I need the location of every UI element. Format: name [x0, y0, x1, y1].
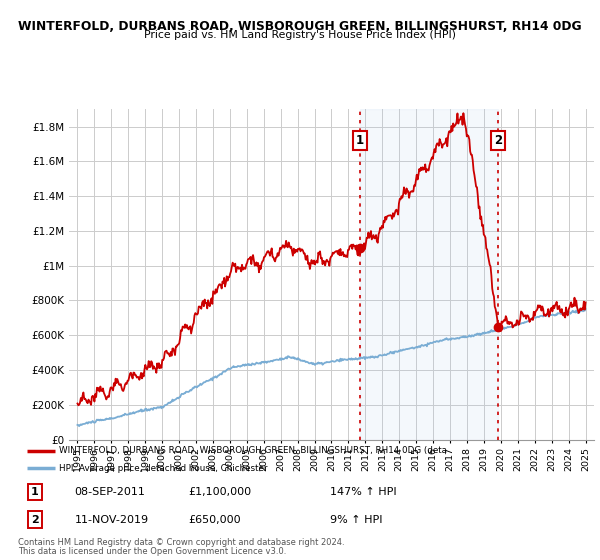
Text: Price paid vs. HM Land Registry's House Price Index (HPI): Price paid vs. HM Land Registry's House … [144, 30, 456, 40]
Text: 1: 1 [31, 487, 39, 497]
Text: 08-SEP-2011: 08-SEP-2011 [75, 487, 146, 497]
Text: 9% ↑ HPI: 9% ↑ HPI [330, 515, 382, 525]
Text: £1,100,000: £1,100,000 [188, 487, 251, 497]
Text: £650,000: £650,000 [188, 515, 241, 525]
Text: This data is licensed under the Open Government Licence v3.0.: This data is licensed under the Open Gov… [18, 547, 286, 556]
Text: 2: 2 [31, 515, 39, 525]
Text: 147% ↑ HPI: 147% ↑ HPI [330, 487, 397, 497]
Text: WINTERFOLD, DURBANS ROAD, WISBOROUGH GREEN, BILLINGSHURST, RH14 0DG (deta: WINTERFOLD, DURBANS ROAD, WISBOROUGH GRE… [59, 446, 447, 455]
Text: 2: 2 [494, 134, 503, 147]
Bar [360, 109, 499, 440]
Text: HPI: Average price, detached house, Chichester: HPI: Average price, detached house, Chic… [59, 464, 268, 473]
Text: 1: 1 [356, 134, 364, 147]
Text: Contains HM Land Registry data © Crown copyright and database right 2024.: Contains HM Land Registry data © Crown c… [18, 538, 344, 547]
Text: 11-NOV-2019: 11-NOV-2019 [75, 515, 149, 525]
Text: WINTERFOLD, DURBANS ROAD, WISBOROUGH GREEN, BILLINGSHURST, RH14 0DG: WINTERFOLD, DURBANS ROAD, WISBOROUGH GRE… [18, 20, 582, 32]
